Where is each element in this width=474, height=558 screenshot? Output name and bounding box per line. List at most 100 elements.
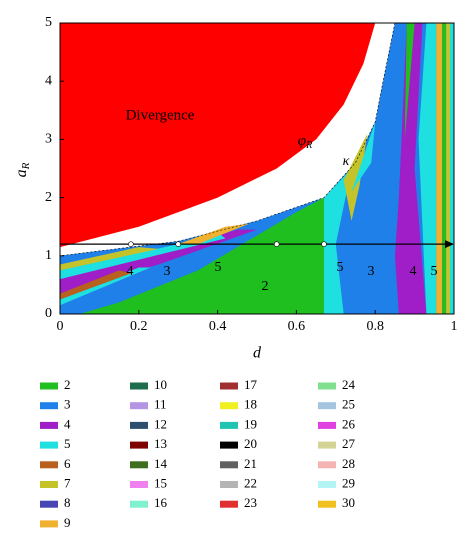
legend-swatch <box>318 481 336 488</box>
legend-swatch <box>130 461 148 469</box>
y-tick-label: 2 <box>45 190 52 205</box>
legend-label: 28 <box>342 456 355 471</box>
region <box>343 133 368 221</box>
x-tick-label: 0.2 <box>130 319 148 334</box>
legend-swatch <box>220 441 238 449</box>
y-axis-label-sub: R <box>20 162 32 170</box>
legend-label: 2 <box>64 377 71 392</box>
annotation: 3 <box>164 264 171 279</box>
legend-swatch <box>220 402 238 410</box>
legend-swatch <box>130 402 148 410</box>
legend-label: 13 <box>154 436 167 451</box>
y-tick-label: 5 <box>45 15 52 30</box>
annotation: 5 <box>337 260 344 275</box>
legend-label: 16 <box>154 495 168 510</box>
legend-swatch <box>40 461 58 469</box>
y-axis-label: aR <box>13 162 32 177</box>
legend-swatch <box>220 382 238 390</box>
legend-swatch <box>318 402 336 410</box>
legend-label: 30 <box>342 495 355 510</box>
annotation: κ <box>343 154 350 169</box>
legend-swatch <box>318 421 336 429</box>
legend-label: 27 <box>342 436 356 451</box>
region <box>79 197 324 314</box>
legend-label: 9 <box>64 515 71 530</box>
legend-swatch <box>40 520 58 528</box>
region <box>446 23 451 314</box>
legend-swatch <box>318 382 336 390</box>
x-tick-label: 0 <box>57 319 64 334</box>
annotation: Divergence <box>126 107 195 123</box>
x-tick-label: 0.4 <box>209 319 227 334</box>
y-tick-label: 0 <box>45 306 52 321</box>
region <box>60 247 159 271</box>
legend-label: 18 <box>244 397 257 412</box>
legend-swatch <box>318 461 336 469</box>
curve-label-main: φ <box>298 133 306 149</box>
legend-swatch <box>130 441 148 449</box>
y-tick-label: 3 <box>45 132 52 147</box>
region <box>351 121 376 192</box>
path-point <box>128 241 134 247</box>
legend-label: 6 <box>64 456 71 471</box>
legend-label: 24 <box>342 377 356 392</box>
legend-swatch <box>220 421 238 429</box>
legend-swatch <box>40 421 58 429</box>
region <box>60 267 151 306</box>
legend-swatch <box>40 481 58 488</box>
x-tick-label: 0.6 <box>288 319 306 334</box>
legend-label: 22 <box>244 475 257 490</box>
legend-swatch <box>40 500 58 508</box>
region <box>60 23 454 314</box>
region <box>442 23 447 314</box>
annotation: 2 <box>262 279 269 294</box>
legend-label: 26 <box>342 416 356 431</box>
path-point <box>273 241 280 247</box>
legend-swatch <box>40 441 58 449</box>
legend-label: 3 <box>64 397 71 412</box>
legend-label: 21 <box>244 456 257 471</box>
annotation: 5 <box>215 260 222 275</box>
legend-swatch <box>318 500 336 508</box>
legend-swatch <box>318 441 336 449</box>
legend-label: 17 <box>244 377 258 392</box>
plot-frame <box>59 22 455 315</box>
legend-swatch <box>220 481 238 488</box>
x-tick-label: 0.8 <box>366 319 384 334</box>
legend-swatch <box>40 402 58 410</box>
curve-label-sub: R <box>305 140 312 151</box>
legend-label: 12 <box>154 416 167 431</box>
kappa-curve <box>59 22 396 257</box>
legend-label: 8 <box>64 495 71 510</box>
arrow-head <box>445 240 454 249</box>
legend-label: 19 <box>244 416 257 431</box>
legend-swatch <box>220 461 238 469</box>
legend-swatch <box>130 500 148 508</box>
legend-label: 14 <box>154 456 168 471</box>
legend-label: 5 <box>64 436 71 451</box>
legend-label: 20 <box>244 436 257 451</box>
region <box>450 23 454 314</box>
region <box>404 23 415 140</box>
legend-label: 23 <box>244 495 257 510</box>
legend-label: 15 <box>154 475 167 490</box>
legend-label: 10 <box>154 377 167 392</box>
legend-swatch <box>130 481 148 488</box>
path-point <box>321 241 327 247</box>
annotation: 4 <box>127 264 134 279</box>
curve-label: φR <box>298 133 312 151</box>
x-tick-label: 1 <box>451 319 458 334</box>
path-point <box>175 241 181 247</box>
region <box>60 270 131 300</box>
annotation: 4 <box>410 264 417 279</box>
legend-label: 11 <box>154 397 167 412</box>
legend-label: 7 <box>64 475 71 490</box>
legend-label: 4 <box>64 416 71 431</box>
y-axis-label-main: a <box>13 169 30 177</box>
legend-label: 25 <box>342 397 355 412</box>
y-tick-label: 1 <box>45 248 52 263</box>
region <box>394 23 427 314</box>
region <box>418 23 437 314</box>
annotation: 3 <box>368 264 375 279</box>
